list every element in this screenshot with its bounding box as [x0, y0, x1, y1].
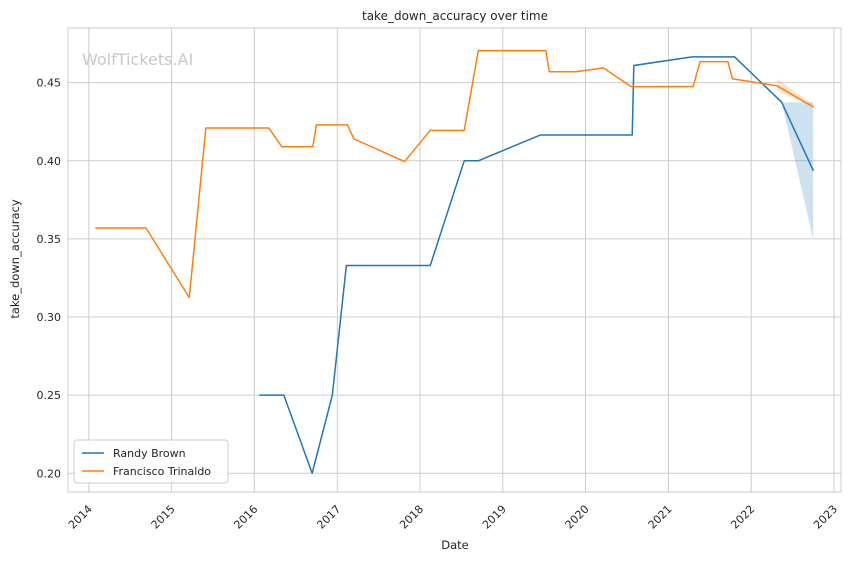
- series-line-1: [259, 56, 814, 475]
- confidence-band-2: [777, 78, 814, 107]
- y-tick-label: 0.30: [37, 311, 62, 324]
- chart-title: take_down_accuracy over time: [362, 9, 548, 23]
- y-tick-label: 0.25: [37, 389, 62, 402]
- x-axis-label: Date: [441, 538, 469, 552]
- plot-area: [68, 28, 841, 492]
- plot-frame: [67, 27, 842, 493]
- confidence-band-1: [781, 102, 814, 239]
- legend-label-2: Francisco Trinaldo: [113, 465, 211, 478]
- legend-label-1: Randy Brown: [113, 447, 186, 460]
- y-axis-ticks: 0.20 0.25 0.30 0.35 0.40 0.45: [37, 77, 62, 481]
- series-lines: [95, 49, 814, 475]
- y-axis-label: take_down_accuracy: [8, 199, 22, 318]
- legend-box: [73, 439, 229, 484]
- watermark: WolfTickets.AI: [82, 50, 193, 69]
- y-tick-label: 0.20: [37, 467, 62, 480]
- legend: Randy Brown Francisco Trinaldo: [73, 439, 229, 484]
- grid: [68, 28, 841, 492]
- y-tick-label: 0.40: [37, 155, 62, 168]
- y-tick-label: 0.45: [37, 77, 62, 90]
- series-line-2: [95, 49, 814, 299]
- y-tick-label: 0.35: [37, 233, 62, 246]
- confidence-bands: [777, 78, 814, 239]
